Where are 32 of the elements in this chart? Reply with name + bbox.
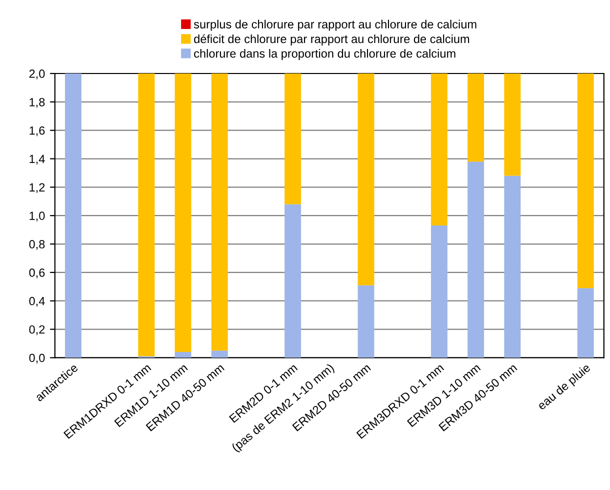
y-tick-label: 1,0 bbox=[30, 212, 45, 222]
bar bbox=[284, 74, 302, 204]
bar bbox=[504, 176, 521, 358]
bar bbox=[211, 74, 228, 351]
legend-label: surplus de chlorure par rapport au chlorure de calcium bbox=[194, 20, 476, 31]
y-tick-label: 0,4 bbox=[29, 296, 45, 307]
bar bbox=[174, 74, 192, 352]
bar bbox=[468, 74, 484, 162]
y-tick-label: 0,2 bbox=[29, 325, 45, 336]
y-tick-label: 1,8 bbox=[30, 98, 45, 108]
bar bbox=[64, 74, 82, 358]
bar bbox=[430, 226, 448, 358]
bar bbox=[577, 288, 594, 358]
legend-label: déficit de chlorure par rapport au chlorure de calcium bbox=[194, 34, 470, 46]
bar bbox=[211, 350, 228, 358]
bar bbox=[358, 285, 374, 358]
legend-label: chlorure dans la proportion du chlorure de calcium bbox=[194, 49, 456, 60]
y-tick-label: 1,4 bbox=[30, 154, 45, 165]
y-tick-label: 2,0 bbox=[29, 70, 45, 80]
bar bbox=[284, 204, 302, 358]
bar bbox=[174, 352, 192, 358]
y-tick-label: 0,0 bbox=[29, 354, 45, 364]
bar bbox=[504, 74, 521, 176]
bar bbox=[468, 162, 484, 358]
bar bbox=[430, 74, 448, 226]
y-tick-label: 0,8 bbox=[29, 240, 45, 250]
bar bbox=[138, 74, 155, 356]
y-tick-label: 1,2 bbox=[30, 183, 45, 193]
bar bbox=[577, 74, 594, 288]
bar bbox=[358, 74, 374, 286]
y-tick-label: 1,6 bbox=[30, 126, 45, 136]
y-tick-label: 0,6 bbox=[29, 268, 45, 278]
